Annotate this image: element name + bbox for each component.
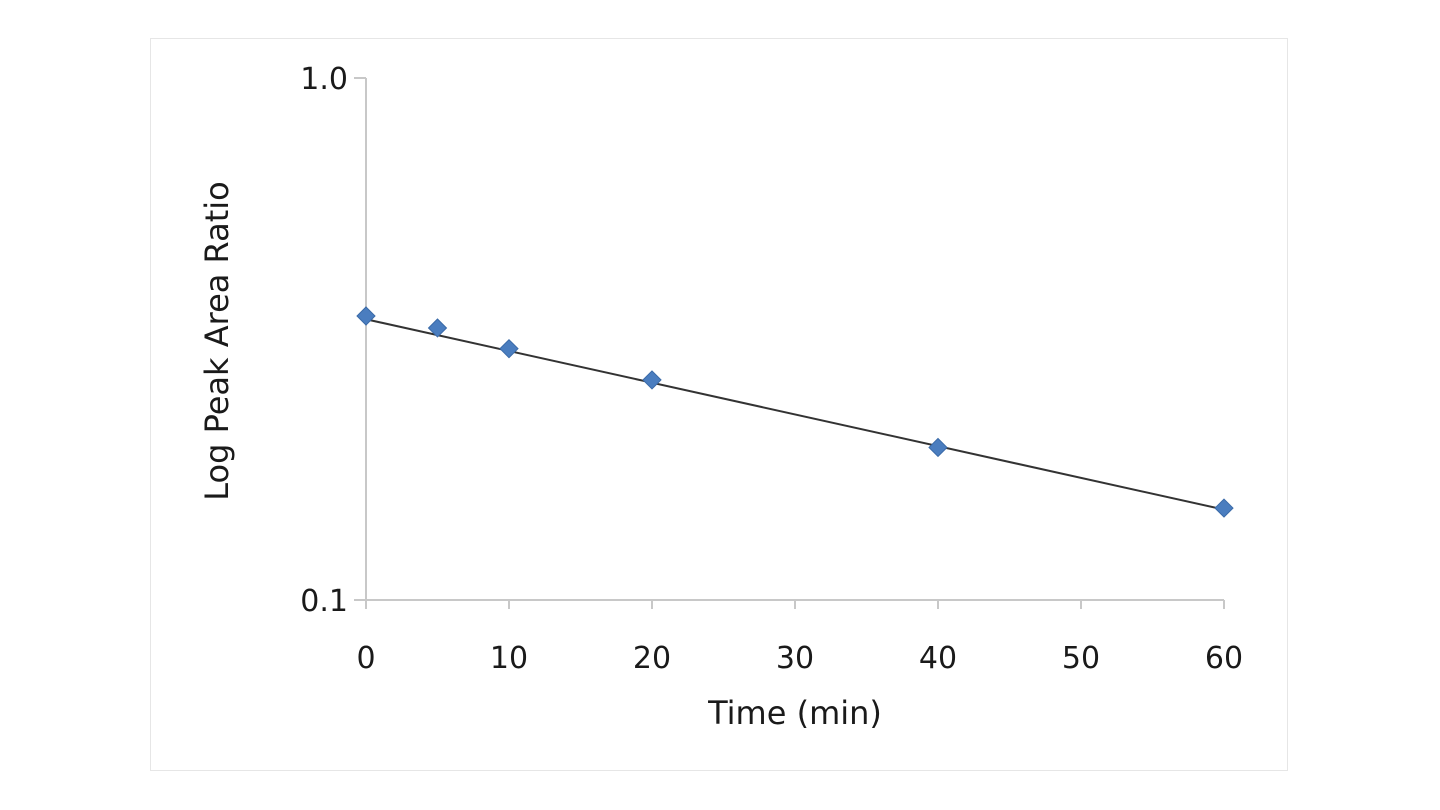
chart-frame (150, 38, 1288, 771)
data-point (356, 306, 376, 326)
x-tick-label: 40 (919, 641, 957, 676)
x-tick-label: 50 (1062, 641, 1100, 676)
data-point (499, 338, 519, 359)
x-tick-label: 20 (633, 641, 671, 676)
x-ticks: 0 10 20 30 40 50 60 (356, 600, 1243, 676)
x-axis-title: Time (min) (707, 694, 882, 732)
trendline (365, 318, 1225, 511)
data-point (1214, 498, 1234, 518)
data-points (356, 306, 1234, 518)
x-tick-label: 30 (776, 641, 814, 676)
y-ticks: 0.1 1.0 (300, 62, 366, 619)
y-axis-title: Log Peak Area Ratio (198, 181, 236, 500)
y-tick-label: 1.0 (300, 62, 348, 97)
x-tick-label: 0 (356, 641, 375, 676)
y-tick-label: 0.1 (300, 584, 348, 619)
data-point (928, 437, 948, 458)
x-tick-label: 10 (490, 641, 528, 676)
data-point (427, 318, 448, 338)
x-tick-label: 60 (1205, 641, 1243, 676)
axes: 0 10 20 30 40 50 60 0.1 1.0 (300, 62, 1243, 676)
data-point (642, 370, 662, 390)
